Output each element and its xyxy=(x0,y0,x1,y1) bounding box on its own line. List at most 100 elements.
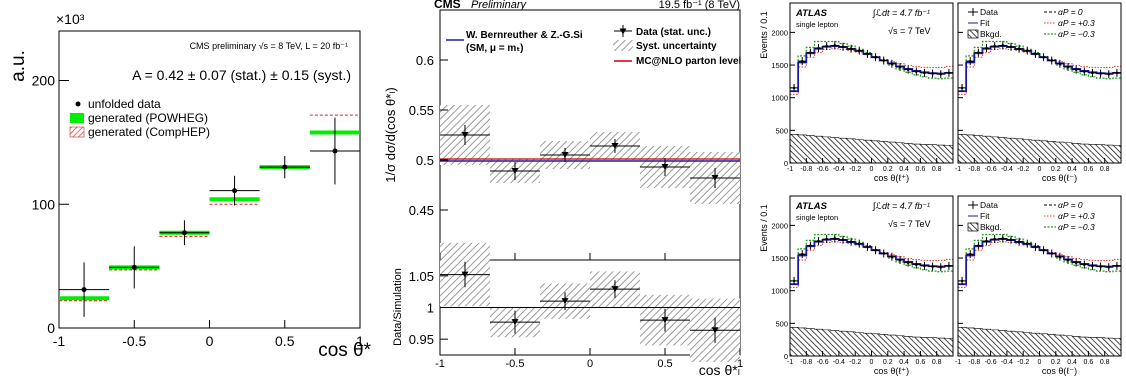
ratio-point xyxy=(711,327,719,334)
atlas-panel-2: 0 500 1000 1500 2000 -1 -0.8 -0.6 -0.4 -0.2 0 0.2 0.… xyxy=(771,195,954,376)
legend-label-data: Data (stat. unc.) xyxy=(636,27,711,38)
data-point xyxy=(939,72,943,76)
ratio-point xyxy=(461,271,469,278)
data-point xyxy=(1025,49,1029,52)
data-point xyxy=(800,59,804,63)
energy-label: √s = 7 TeV xyxy=(888,219,931,229)
data-point xyxy=(1001,44,1005,47)
data-point xyxy=(792,279,796,283)
y-tick-label: 0.45 xyxy=(409,203,434,218)
middle-ratio-y-axis-label: Data/Simulation xyxy=(392,268,404,346)
data-point xyxy=(1074,261,1078,264)
data-point xyxy=(1066,258,1070,262)
data-point xyxy=(1034,245,1037,249)
x-tick-label: -0.2 xyxy=(849,359,861,366)
legend-label-data: Data xyxy=(980,200,998,210)
data-point xyxy=(993,44,996,48)
background-area xyxy=(789,133,954,164)
x-tick-label: -0.5 xyxy=(122,333,146,349)
background-area xyxy=(957,326,1122,357)
legend-label-alpha0: αP = 0 xyxy=(1058,200,1083,210)
left-x-axis-label: cos θ* xyxy=(318,340,371,361)
left-result-text: A = 0.42 ± 0.07 (stat.) ± 0.15 (syst.) xyxy=(132,67,351,83)
y-tick-label: 1000 xyxy=(771,94,788,103)
x-tick-label: 0.8 xyxy=(932,359,942,366)
data-point xyxy=(833,44,837,47)
data-point xyxy=(825,44,828,48)
x-tick-label: -0.2 xyxy=(1017,359,1029,366)
legend-swatch-bkgd xyxy=(967,222,979,232)
atlas-panel-0: 0 500 1000 1500 2000 -1 -0.8 -0.6 -0.4 -0.2 0 0.2 0.… xyxy=(771,2,954,183)
y-tick-label: 1500 xyxy=(771,61,788,70)
data-point xyxy=(915,70,918,73)
data-point xyxy=(923,71,926,75)
data-point xyxy=(898,258,902,262)
ratio-point xyxy=(661,317,669,324)
x-tick-label: 0.6 xyxy=(916,166,926,173)
data-point xyxy=(849,240,853,244)
x-tick-label: -1 xyxy=(787,359,793,366)
data-point xyxy=(1115,264,1119,268)
y-tick-label: 0 xyxy=(784,352,788,361)
data-point xyxy=(181,230,187,236)
x-tick-label: -0.4 xyxy=(833,166,845,173)
legend-label-alpha-minus: αP = −0.3 xyxy=(1058,222,1095,232)
data-point xyxy=(874,248,877,252)
energy-label: √s = 7 TeV xyxy=(888,26,931,36)
data-point xyxy=(1083,263,1086,266)
legend-marker-data xyxy=(75,101,81,107)
x-tick-label: 0.5 xyxy=(275,333,295,349)
data-point xyxy=(841,45,845,49)
right-chart-grid: Events / 0.1 Events / 0.1 0 500 1000 1500 20… xyxy=(759,2,1122,376)
alpha-plus-line xyxy=(790,48,953,95)
x-tick-label: -1 xyxy=(955,166,961,173)
x-tick-label: -1 xyxy=(955,359,961,366)
x-axis-label: cos θ(ℓ⁻) xyxy=(1042,173,1077,183)
data-point xyxy=(968,59,972,63)
x-tick-label: -1 xyxy=(435,358,445,370)
middle-chart-panel: CMS Preliminary 19.5 fb⁻¹ (8 TeV) 1/σ dσ… xyxy=(383,0,743,378)
legend-swatch-comphep xyxy=(69,126,85,138)
data-point xyxy=(282,164,288,170)
data-point xyxy=(661,164,669,170)
data-point xyxy=(1107,72,1111,76)
middle-y-axis-label: 1/σ dσ/d(cos θ*ₗ) xyxy=(383,87,398,183)
legend-label-bkgd: Bkgd. xyxy=(980,29,1002,39)
x-tick-label: 0.2 xyxy=(1051,359,1061,366)
data-point xyxy=(915,263,918,266)
y-tick-label: 0 xyxy=(47,320,55,336)
data-point xyxy=(1050,59,1054,62)
data-point xyxy=(81,287,87,293)
data-point xyxy=(1009,45,1013,49)
data-point xyxy=(1083,70,1086,73)
atlas-panel-1: -1 -0.8 -0.6 -0.4 -0.2 0 0.2 0.4 0.6 0.8 cos θ(ℓ⁻)… xyxy=(955,2,1122,183)
channel-label: single lepton xyxy=(796,213,838,222)
data-point xyxy=(939,265,943,269)
lumi-label: ∫ℒdt = 4.7 fb⁻¹ xyxy=(872,8,930,18)
x-tick-label: 1 xyxy=(737,358,743,370)
data-point xyxy=(1115,71,1119,75)
data-point xyxy=(923,264,926,268)
data-point xyxy=(857,49,861,52)
data-point xyxy=(833,237,837,240)
ratio-tick-label: 1.05 xyxy=(409,269,434,284)
data-point xyxy=(960,279,964,283)
data-point xyxy=(1091,71,1094,75)
data-point xyxy=(890,255,894,259)
ratio-tick-label: 0.95 xyxy=(409,332,434,347)
data-point xyxy=(1009,238,1013,242)
data-point xyxy=(511,168,519,174)
y-tick-label: 100 xyxy=(32,196,56,212)
data-point xyxy=(849,47,853,51)
x-tick-label: 0.8 xyxy=(1100,359,1110,366)
right-y-axis-label-top: Events / 0.1 xyxy=(759,11,769,59)
legend-swatch-bkgd xyxy=(967,29,979,39)
data-point xyxy=(866,245,869,249)
legend-label-alpha-plus: αP = +0.3 xyxy=(1058,18,1095,28)
data-point xyxy=(825,237,828,241)
data-point xyxy=(968,252,972,256)
x-tick-label: 1 xyxy=(356,333,364,349)
x-tick-label: -0.8 xyxy=(968,359,980,366)
y-tick-label: 200 xyxy=(32,73,56,89)
middle-lumi-label: 19.5 fb⁻¹ (8 TeV) xyxy=(659,0,740,11)
